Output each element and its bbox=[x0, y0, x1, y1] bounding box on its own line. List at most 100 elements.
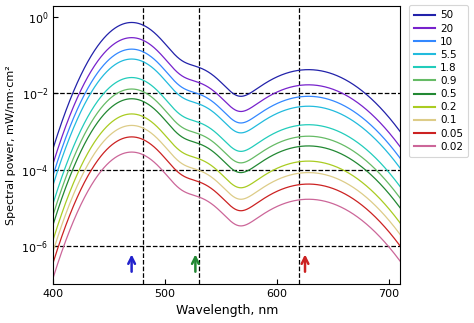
0.9 bbox=[69, 161, 74, 165]
0.5 bbox=[409, 222, 414, 226]
0.1 bbox=[129, 123, 135, 127]
0.5 bbox=[225, 163, 230, 167]
10 bbox=[50, 172, 56, 176]
0.05 bbox=[215, 192, 221, 196]
20 bbox=[398, 146, 404, 150]
0.02 bbox=[409, 275, 414, 279]
5.5 bbox=[215, 114, 221, 118]
Y-axis label: Spectral power, mW/nm·cm²: Spectral power, mW/nm·cm² bbox=[6, 65, 16, 225]
5.5 bbox=[129, 57, 135, 61]
1.8 bbox=[398, 186, 404, 190]
1.8 bbox=[50, 201, 56, 205]
5.5 bbox=[409, 182, 414, 186]
Line: 50: 50 bbox=[53, 23, 411, 148]
1.8 bbox=[409, 201, 414, 204]
20 bbox=[225, 102, 230, 106]
10 bbox=[398, 158, 404, 162]
0.5 bbox=[333, 149, 338, 153]
50 bbox=[225, 87, 230, 91]
0.02 bbox=[333, 203, 338, 206]
10 bbox=[129, 47, 135, 51]
10 bbox=[333, 100, 338, 104]
10 bbox=[215, 104, 221, 108]
1.8 bbox=[333, 128, 338, 132]
50 bbox=[50, 146, 56, 150]
10 bbox=[398, 157, 404, 161]
0.02 bbox=[129, 150, 135, 154]
0.05 bbox=[225, 201, 230, 205]
1.8 bbox=[129, 76, 135, 79]
0.05 bbox=[50, 260, 56, 264]
0.9 bbox=[215, 144, 221, 148]
5.5 bbox=[50, 182, 56, 186]
Line: 0.05: 0.05 bbox=[53, 137, 411, 262]
5.5 bbox=[69, 131, 74, 135]
20 bbox=[129, 36, 135, 40]
10 bbox=[69, 121, 74, 125]
0.02 bbox=[215, 207, 221, 211]
Line: 0.02: 0.02 bbox=[53, 152, 411, 277]
0.5 bbox=[215, 154, 221, 158]
0.1 bbox=[333, 176, 338, 180]
Line: 20: 20 bbox=[53, 38, 411, 163]
0.5 bbox=[50, 222, 56, 226]
50 bbox=[333, 73, 338, 77]
0.5 bbox=[398, 207, 404, 211]
50 bbox=[215, 78, 221, 81]
Line: 5.5: 5.5 bbox=[53, 59, 411, 184]
20 bbox=[398, 146, 404, 150]
0.02 bbox=[225, 216, 230, 220]
0.2 bbox=[398, 222, 404, 226]
0.9 bbox=[409, 212, 414, 216]
50 bbox=[398, 131, 404, 135]
20 bbox=[215, 93, 221, 97]
0.1 bbox=[50, 249, 56, 253]
1.8 bbox=[398, 186, 404, 190]
0.9 bbox=[333, 140, 338, 143]
0.05 bbox=[398, 245, 404, 249]
0.2 bbox=[215, 169, 221, 173]
0.1 bbox=[409, 248, 414, 252]
0.5 bbox=[398, 207, 404, 211]
0.9 bbox=[225, 153, 230, 157]
0.2 bbox=[50, 237, 56, 241]
0.2 bbox=[398, 222, 404, 226]
5.5 bbox=[225, 123, 230, 127]
0.5 bbox=[129, 97, 135, 101]
0.05 bbox=[129, 135, 135, 139]
1.8 bbox=[225, 142, 230, 146]
0.02 bbox=[50, 276, 56, 279]
Line: 0.5: 0.5 bbox=[53, 99, 411, 224]
0.9 bbox=[129, 87, 135, 91]
20 bbox=[333, 88, 338, 92]
0.2 bbox=[129, 112, 135, 116]
20 bbox=[69, 109, 74, 113]
0.05 bbox=[398, 245, 404, 249]
1.8 bbox=[69, 149, 74, 153]
0.02 bbox=[398, 261, 404, 265]
5.5 bbox=[398, 167, 404, 171]
0.05 bbox=[333, 187, 338, 191]
10 bbox=[409, 172, 414, 176]
0.1 bbox=[398, 234, 404, 237]
50 bbox=[398, 131, 404, 135]
Line: 1.8: 1.8 bbox=[53, 78, 411, 203]
0.2 bbox=[225, 178, 230, 182]
Line: 0.9: 0.9 bbox=[53, 89, 411, 214]
0.1 bbox=[398, 234, 404, 238]
0.1 bbox=[69, 197, 74, 201]
20 bbox=[50, 161, 56, 165]
Line: 0.1: 0.1 bbox=[53, 125, 411, 251]
0.02 bbox=[398, 260, 404, 264]
10 bbox=[225, 113, 230, 117]
0.2 bbox=[333, 164, 338, 168]
Line: 10: 10 bbox=[53, 49, 411, 174]
Legend: 50, 20, 10, 5.5, 1.8, 0.9, 0.5, 0.2, 0.1, 0.05, 0.02: 50, 20, 10, 5.5, 1.8, 0.9, 0.5, 0.2, 0.1… bbox=[409, 5, 468, 157]
0.02 bbox=[69, 224, 74, 228]
5.5 bbox=[398, 167, 404, 171]
0.2 bbox=[409, 237, 414, 241]
0.1 bbox=[225, 190, 230, 193]
20 bbox=[409, 161, 414, 165]
0.9 bbox=[398, 197, 404, 201]
0.05 bbox=[69, 209, 74, 213]
